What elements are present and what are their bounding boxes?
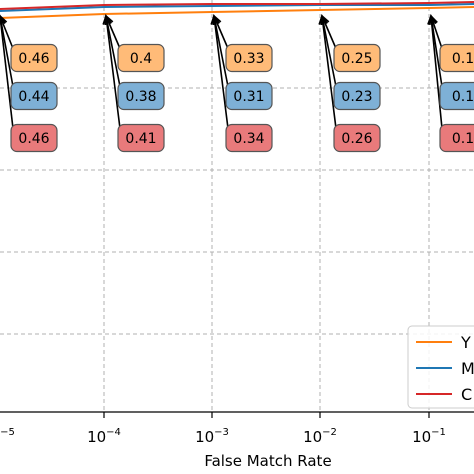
annotation-box <box>439 81 474 111</box>
series-line-C <box>0 1 474 10</box>
legend-label: C <box>461 385 472 404</box>
annotation-arrow <box>213 15 229 87</box>
annotation-arrow <box>321 15 337 49</box>
annotation-label: 0.25 <box>341 51 372 67</box>
annotation-arrow <box>0 15 14 87</box>
annotation-label: 0.38 <box>125 89 156 105</box>
annotation-arrow <box>321 15 337 87</box>
annotation-arrow <box>430 15 443 49</box>
annotation-arrow <box>213 15 229 129</box>
annotation-box <box>117 123 165 153</box>
series-line-Y <box>0 6 474 19</box>
annotation-arrowhead <box>0 14 6 25</box>
annotation-arrowhead <box>0 14 8 26</box>
annotation-arrow <box>213 15 229 49</box>
x-tick-label: 10−1 <box>412 427 446 446</box>
series-line-M <box>0 3 474 12</box>
annotation-box <box>439 43 474 73</box>
annotation-arrowhead <box>102 14 112 25</box>
annotation-label: 0.34 <box>233 131 264 147</box>
annotation-arrowhead <box>427 14 437 25</box>
annotation-arrow <box>105 15 121 49</box>
annotation-box <box>225 81 273 111</box>
annotation-arrow <box>0 15 14 129</box>
annotation-arrow <box>0 15 14 49</box>
annotation-arrow <box>105 15 121 87</box>
x-axis-label: False Match Rate <box>204 452 331 470</box>
legend: YMC <box>407 325 474 409</box>
legend-label: Y <box>460 333 471 352</box>
annotation-arrow <box>430 15 443 129</box>
annotation-arrow <box>321 15 337 129</box>
annotation-label: 0.46 <box>18 131 49 147</box>
x-ticks: 10−5 10−4 10−3 10−2 10−1 <box>0 412 446 446</box>
annotation-box <box>10 43 58 73</box>
x-tick-label: 10−4 <box>87 427 121 446</box>
annotation-label: 0.4 <box>130 51 152 67</box>
annotation-box <box>225 43 273 73</box>
legend-label: M <box>461 359 474 378</box>
annotation-label: 0.1 <box>452 131 474 147</box>
annotation-label: 0.46 <box>18 51 49 67</box>
annotations: 0.46 0.44 0.46 0.4 0.38 0.41 0.33 0.31 0.34 0.25 0… <box>0 14 474 153</box>
annotation-label: 0.33 <box>233 51 264 67</box>
annotation-label: 0.44 <box>18 89 49 105</box>
annotation-box <box>333 123 381 153</box>
annotation-arrowhead <box>318 14 328 25</box>
x-tick-label: 10−5 <box>0 427 15 446</box>
x-tick-label: 10−2 <box>303 427 337 446</box>
annotation-box <box>10 123 58 153</box>
annotation-label: 0.23 <box>341 89 372 105</box>
annotation-label: 0.26 <box>341 131 372 147</box>
annotation-box <box>333 81 381 111</box>
series-curves <box>0 1 474 19</box>
annotation-arrow <box>105 15 121 129</box>
annotation-box <box>117 81 165 111</box>
annotation-box <box>333 43 381 73</box>
annotation-arrowhead <box>210 14 220 25</box>
annotation-box <box>225 123 273 153</box>
annotation-box <box>10 81 58 111</box>
annotation-box <box>117 43 165 73</box>
annotation-label: 0.1 <box>452 89 474 105</box>
annotation-label: 0.1 <box>452 51 474 67</box>
x-tick-label: 10−3 <box>195 427 229 446</box>
annotation-label: 0.41 <box>125 131 156 147</box>
annotation-box <box>439 123 474 153</box>
annotation-label: 0.31 <box>233 89 264 105</box>
